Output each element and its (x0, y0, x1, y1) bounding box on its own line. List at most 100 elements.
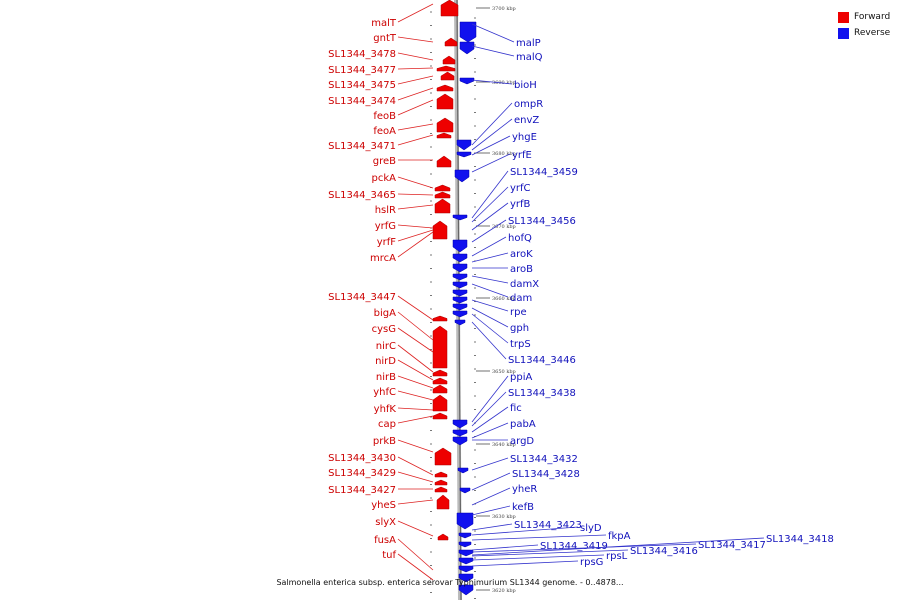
legend-item-reverse: Reverse (838, 25, 890, 41)
reverse-gene-block (459, 21, 477, 43)
forward-labels: malT gntT SL1344_3478 SL1344_3477 SL1344_347… (328, 3, 434, 581)
reverse-gene-block (452, 296, 468, 304)
reverse-gene-label: trpS (510, 339, 531, 350)
forward-gene-label: SL1344_3430 (328, 453, 396, 464)
reverse-leader-line (471, 102, 513, 146)
reverse-gene-label: slyD (580, 523, 602, 534)
reverse-gene-label: ppiA (510, 372, 532, 383)
reverse-gene-label: yrfB (510, 199, 531, 210)
forward-swatch (838, 11, 849, 23)
forward-gene-label: SL1344_3477 (328, 65, 396, 76)
forward-gene-block (437, 533, 449, 541)
reverse-leader-line (471, 307, 509, 328)
reverse-gene-label: SL1344_3456 (508, 216, 576, 227)
forward-gene-block (434, 471, 448, 478)
reverse-gene-label: SL1344_3418 (766, 534, 834, 545)
forward-gene-label: SL1344_3447 (328, 292, 396, 303)
forward-gene-block (432, 377, 448, 385)
genome-caption: Salmonella enterica subsp. enterica sero… (276, 578, 624, 587)
reverse-gene-label: damX (510, 279, 539, 290)
reverse-gene-block (458, 573, 474, 583)
reverse-leader-line (471, 534, 607, 541)
forward-leader-line (397, 176, 434, 189)
forward-gene-label: hslR (375, 205, 396, 216)
forward-leader-line (397, 327, 434, 353)
strand-legend: Forward Reverse (838, 9, 890, 41)
reverse-gene-block (452, 281, 468, 289)
reverse-gene-block (458, 541, 472, 548)
forward-gene-block (434, 447, 452, 466)
reverse-leader-line (471, 219, 507, 243)
reverse-leader-line (471, 505, 511, 516)
reverse-leader-line (471, 186, 509, 223)
reverse-leader-line (471, 537, 765, 556)
scale-tick-label: 3650 kbp (492, 369, 516, 375)
scale-tick-label: 3700 kbp (492, 6, 516, 12)
forward-gene-label: cysG (372, 324, 396, 335)
forward-leader-line (397, 52, 434, 61)
reverse-leader-line (471, 170, 509, 219)
reverse-leader-line (471, 487, 511, 506)
reverse-gene-block (454, 319, 466, 326)
forward-gene-label: yheS (371, 500, 396, 511)
forward-gene-label: SL1344_3478 (328, 49, 396, 60)
reverse-gene-label: SL1344_3438 (508, 388, 576, 399)
forward-gene-label: gntT (373, 33, 397, 44)
reverse-gene-label: yhgE (512, 132, 537, 143)
forward-gene-block (432, 220, 448, 240)
forward-gene-block (436, 117, 454, 133)
forward-gene-label: yrfG (375, 221, 396, 232)
forward-gene-label: nirC (376, 341, 396, 352)
forward-gene-label: yrfF (377, 237, 397, 248)
reverse-labels: malP malQ bioH ompR envZ yhgE yrfE SL1344_3459y… (471, 23, 834, 568)
reverse-leader-line (471, 526, 579, 536)
reverse-gene-block (457, 467, 469, 474)
reverse-gene-label: malP (516, 38, 541, 49)
reverse-leader-line (471, 472, 511, 491)
forward-gene-block (434, 184, 451, 192)
reverse-gene-label: ompR (514, 99, 543, 110)
reverse-gene-block (458, 532, 472, 539)
scale-tick-label: 3670 kbp (492, 224, 516, 230)
forward-gene-label: feoB (373, 111, 396, 122)
forward-gene-label: tuf (382, 550, 396, 561)
reverse-gene-label: bioH (514, 80, 537, 91)
forward-genes (432, 0, 459, 541)
forward-leader-line (397, 344, 434, 373)
reverse-swatch (838, 27, 849, 39)
forward-gene-block (440, 0, 459, 17)
forward-leader-line (397, 224, 434, 229)
reverse-gene-block (452, 310, 468, 318)
forward-gene-block (432, 369, 448, 377)
forward-gene-label: yhfK (374, 404, 397, 415)
forward-gene-label: malT (371, 18, 397, 29)
forward-gene-label: cap (378, 419, 396, 430)
reverse-gene-label: fic (510, 403, 522, 414)
reverse-leader-line (471, 523, 513, 531)
reverse-gene-block (452, 253, 468, 263)
reverse-gene-label: argD (510, 436, 534, 447)
legend-item-forward: Forward (838, 9, 890, 25)
reverse-gene-block (452, 303, 468, 311)
forward-leader-line (397, 36, 434, 43)
legend-label-forward: Forward (854, 12, 891, 22)
forward-gene-block (432, 384, 448, 394)
forward-leader-line (397, 295, 434, 321)
reverse-gene-block (456, 151, 472, 158)
forward-gene-label: feoA (373, 126, 396, 137)
reverse-gene-label: SL1344_3417 (698, 540, 766, 551)
reverse-leader-line (471, 299, 509, 312)
reverse-gene-label: hofQ (508, 233, 532, 244)
forward-gene-block (436, 155, 452, 168)
forward-gene-label: nirB (376, 372, 396, 383)
reverse-leader-line (471, 313, 509, 344)
forward-leader-line (397, 204, 434, 210)
reverse-gene-label: SL1344_3423 (514, 520, 582, 531)
reverse-leader-line (471, 391, 507, 427)
reverse-leader-line (471, 275, 509, 284)
forward-gene-label: prkB (373, 436, 396, 447)
forward-gene-label: fusA (374, 535, 396, 546)
scale-tick-label: 3620 kbp (492, 588, 516, 594)
forward-leader-line (397, 553, 434, 581)
